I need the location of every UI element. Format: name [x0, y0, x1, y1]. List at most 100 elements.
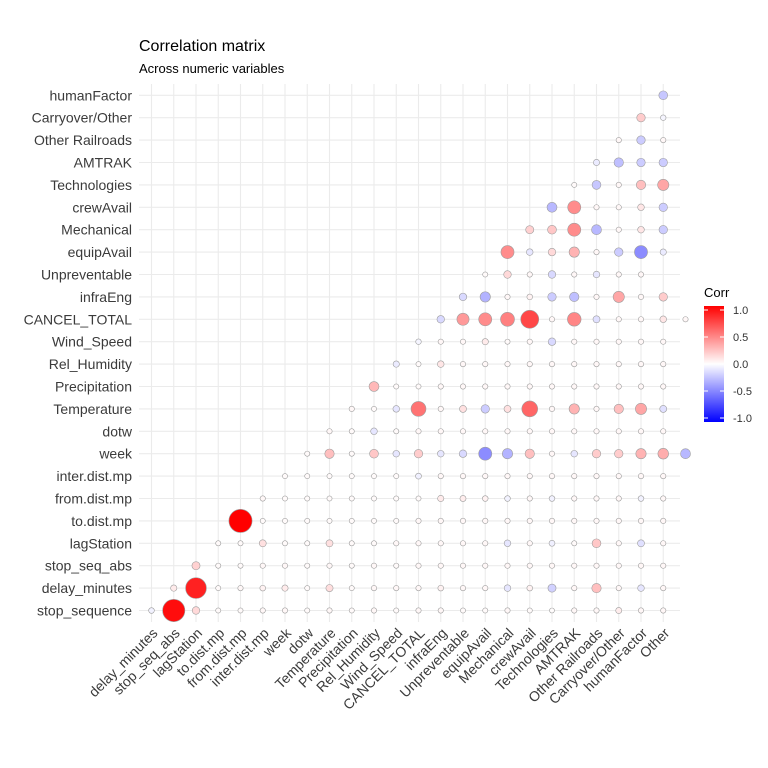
corr-cell	[482, 585, 489, 592]
corr-cell	[526, 361, 533, 368]
corr-cell	[658, 90, 668, 101]
y-tick-label: Precipitation	[55, 379, 132, 395]
legend-tick-label: -1.0	[733, 413, 752, 425]
corr-cell	[593, 361, 600, 368]
corr-cell	[393, 540, 400, 547]
corr-cell	[503, 584, 512, 592]
corr-cell	[680, 448, 691, 459]
legend-tick-label: -0.5	[733, 386, 752, 398]
corr-cell	[638, 562, 644, 569]
corr-cell	[259, 607, 266, 614]
legend-tick-label: 0.0	[733, 359, 748, 371]
corr-cell	[415, 361, 422, 367]
corr-cell	[658, 225, 668, 235]
color-legend: Corr 1.0 0.5 0.0 -0.5 -1.0	[704, 285, 752, 425]
corr-cell	[660, 473, 667, 480]
chart-subtitle: Across numeric variables	[139, 61, 285, 76]
corr-cell	[571, 495, 578, 502]
corr-cell	[437, 428, 444, 435]
corr-cell	[549, 473, 555, 480]
corr-cell	[215, 607, 222, 614]
corr-cell	[657, 448, 669, 460]
corr-cell	[546, 202, 558, 213]
corr-cell	[393, 607, 400, 614]
corr-cell	[215, 585, 222, 591]
corr-cell	[682, 316, 689, 323]
corr-cell	[237, 562, 244, 569]
corr-cell	[482, 517, 489, 524]
corr-cell	[191, 561, 201, 571]
corr-cell	[520, 309, 540, 329]
corr-cell	[460, 517, 466, 524]
grid-lines	[139, 84, 680, 622]
corr-cell	[659, 315, 667, 323]
corr-cell	[348, 405, 355, 412]
corr-cell	[504, 428, 511, 435]
correlation-cells	[148, 90, 691, 622]
corr-cell	[304, 518, 311, 524]
corr-cell	[460, 585, 466, 592]
corr-cell	[615, 316, 622, 323]
corr-cell	[460, 383, 466, 390]
corr-cell	[567, 312, 582, 327]
corr-cell	[637, 226, 645, 234]
corr-cell	[348, 585, 355, 591]
y-tick-label: Mechanical	[61, 222, 132, 238]
corr-cell	[504, 473, 511, 480]
corr-cell	[369, 448, 379, 459]
corr-cell	[660, 562, 667, 569]
corr-cell	[324, 448, 335, 459]
y-tick-label: infraEng	[80, 289, 132, 305]
corr-cell	[549, 562, 555, 569]
corr-cell	[371, 585, 377, 592]
corr-cell	[592, 315, 601, 324]
corr-cell	[615, 540, 622, 547]
corr-cell	[504, 562, 511, 569]
corr-cell	[326, 518, 333, 524]
corr-cell	[392, 405, 400, 413]
corr-cell	[571, 473, 578, 480]
corr-cell	[480, 404, 490, 414]
corr-cell	[567, 222, 582, 237]
corr-cell	[526, 495, 533, 502]
corr-cell	[437, 607, 444, 614]
corr-cell	[504, 383, 511, 390]
corr-cell	[593, 517, 600, 524]
corr-cell	[548, 495, 556, 502]
corr-cell	[148, 607, 155, 614]
legend-title: Corr	[704, 285, 730, 300]
corr-cell	[482, 540, 489, 547]
corr-cell	[348, 518, 355, 524]
corr-cell	[571, 428, 578, 435]
corr-cell	[660, 361, 667, 368]
y-tick-label: Technologies	[50, 177, 132, 193]
corr-cell	[500, 311, 515, 327]
corr-cell	[571, 585, 578, 592]
corr-cell	[615, 473, 622, 480]
chart-title: Correlation matrix	[139, 38, 265, 55]
corr-cell	[437, 383, 444, 390]
corr-cell	[415, 383, 422, 390]
corr-cell	[636, 113, 646, 123]
corr-cell	[614, 247, 624, 257]
corr-cell	[460, 540, 466, 547]
corr-cell	[636, 157, 646, 168]
corr-cell	[615, 495, 622, 502]
corr-cell	[215, 540, 222, 547]
corr-cell	[348, 540, 355, 547]
corr-cell	[348, 428, 355, 435]
y-tick-label: dotw	[102, 423, 132, 439]
corr-cell	[437, 517, 444, 524]
corr-cell	[593, 562, 600, 569]
corr-cell	[504, 495, 511, 502]
corr-cell	[660, 428, 667, 435]
corr-cell	[326, 428, 333, 435]
corr-cell	[504, 517, 511, 524]
corr-cell	[371, 562, 377, 569]
corr-cell	[281, 584, 289, 592]
corr-cell	[348, 473, 355, 479]
corr-cell	[593, 249, 600, 256]
corr-cell	[482, 607, 489, 614]
corr-cell	[282, 495, 288, 502]
